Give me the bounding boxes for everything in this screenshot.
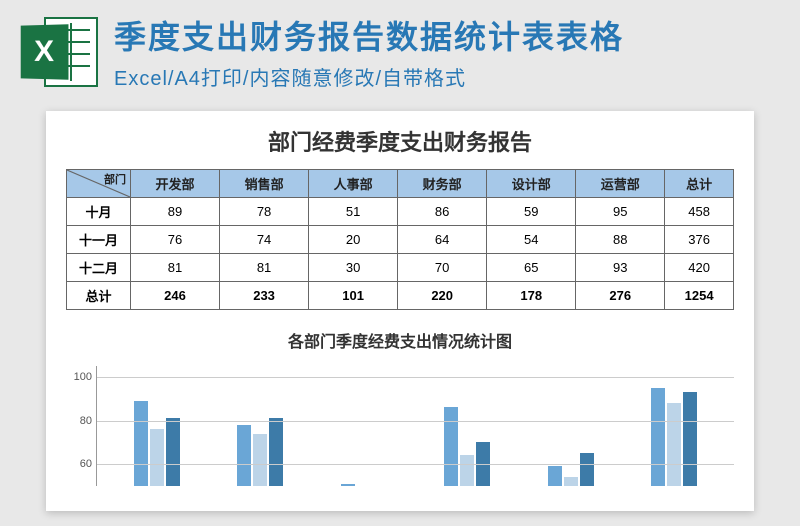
chart-bars [97,366,734,486]
table-cell: 420 [665,254,734,282]
bar [134,401,148,486]
table-cell: 89 [131,198,220,226]
table-cell: 101 [309,282,398,310]
bar [548,466,562,486]
table-cell: 51 [309,198,398,226]
table-row: 十二月818130706593420 [67,254,734,282]
excel-x-glyph: X [34,34,54,68]
row-label: 总计 [67,282,131,310]
table-row: 十一月767420645488376 [67,226,734,254]
table-cell: 65 [487,254,576,282]
table-cell: 74 [220,226,309,254]
y-tick-label: 80 [80,415,92,427]
table-cell: 93 [576,254,665,282]
bar [667,403,681,486]
bar [150,429,164,486]
y-tick-label: 100 [74,371,92,383]
chart-section: 各部门季度经费支出情况统计图 60 80 100 [66,328,734,486]
bar [341,484,355,486]
gridline [97,377,734,378]
table-cell: 59 [487,198,576,226]
main-title: 季度支出财务报告数据统计表表格 [114,12,624,58]
bar [444,407,458,486]
row-label: 十二月 [67,254,131,282]
table-row: 总计2462331012201782761254 [67,282,734,310]
table-cell: 95 [576,198,665,226]
table-cell: 81 [220,254,309,282]
y-axis: 60 80 100 [66,366,96,486]
table-cell: 76 [131,226,220,254]
bar [651,388,665,486]
bar [269,418,283,486]
bar [253,434,267,486]
table-cell: 78 [220,198,309,226]
table-cell: 220 [398,282,487,310]
col-header: 总计 [665,170,734,198]
page-header: X 季度支出财务报告数据统计表表格 Excel/A4打印/内容随意修改/自带格式 [0,0,800,99]
gridline [97,421,734,422]
excel-icon: X [20,13,98,91]
corner-cell: 部门 [67,170,131,198]
sub-title: Excel/A4打印/内容随意修改/自带格式 [114,62,624,91]
row-label: 十月 [67,198,131,226]
bar-group [237,418,283,486]
row-label: 十一月 [67,226,131,254]
col-header: 财务部 [398,170,487,198]
table-cell: 376 [665,226,734,254]
y-tick-label: 60 [80,458,92,470]
expense-table: 部门 开发部 销售部 人事部 财务部 设计部 运营部 总计 十月89785186… [66,169,734,310]
table-cell: 276 [576,282,665,310]
table-cell: 246 [131,282,220,310]
document-preview: 部门经费季度支出财务报告 部门 开发部 销售部 人事部 财务部 设计部 运营部 … [46,111,754,511]
table-cell: 86 [398,198,487,226]
table-header-row: 部门 开发部 销售部 人事部 财务部 设计部 运营部 总计 [67,170,734,198]
bar [564,477,578,486]
chart-plot [96,366,734,486]
table-cell: 54 [487,226,576,254]
chart-title: 各部门季度经费支出情况统计图 [66,328,734,352]
bar [460,455,474,486]
col-header: 开发部 [131,170,220,198]
bar [683,392,697,486]
table-cell: 81 [131,254,220,282]
table-cell: 64 [398,226,487,254]
col-header: 设计部 [487,170,576,198]
gridline [97,464,734,465]
col-header: 人事部 [309,170,398,198]
col-header: 销售部 [220,170,309,198]
corner-label: 部门 [104,171,126,187]
bar-group [548,453,594,486]
bar [237,425,251,486]
bar [580,453,594,486]
table-cell: 178 [487,282,576,310]
col-header: 运营部 [576,170,665,198]
document-title: 部门经费季度支出财务报告 [66,125,734,157]
table-cell: 30 [309,254,398,282]
table-cell: 1254 [665,282,734,310]
table-cell: 70 [398,254,487,282]
bar-group [444,407,490,486]
bar-group [134,401,180,486]
table-cell: 88 [576,226,665,254]
table-cell: 233 [220,282,309,310]
bar-chart: 60 80 100 [66,366,734,486]
bar-group [341,484,387,486]
table-cell: 458 [665,198,734,226]
table-row: 十月897851865995458 [67,198,734,226]
title-block: 季度支出财务报告数据统计表表格 Excel/A4打印/内容随意修改/自带格式 [114,12,624,91]
bar [166,418,180,486]
bar-group [651,388,697,486]
table-cell: 20 [309,226,398,254]
